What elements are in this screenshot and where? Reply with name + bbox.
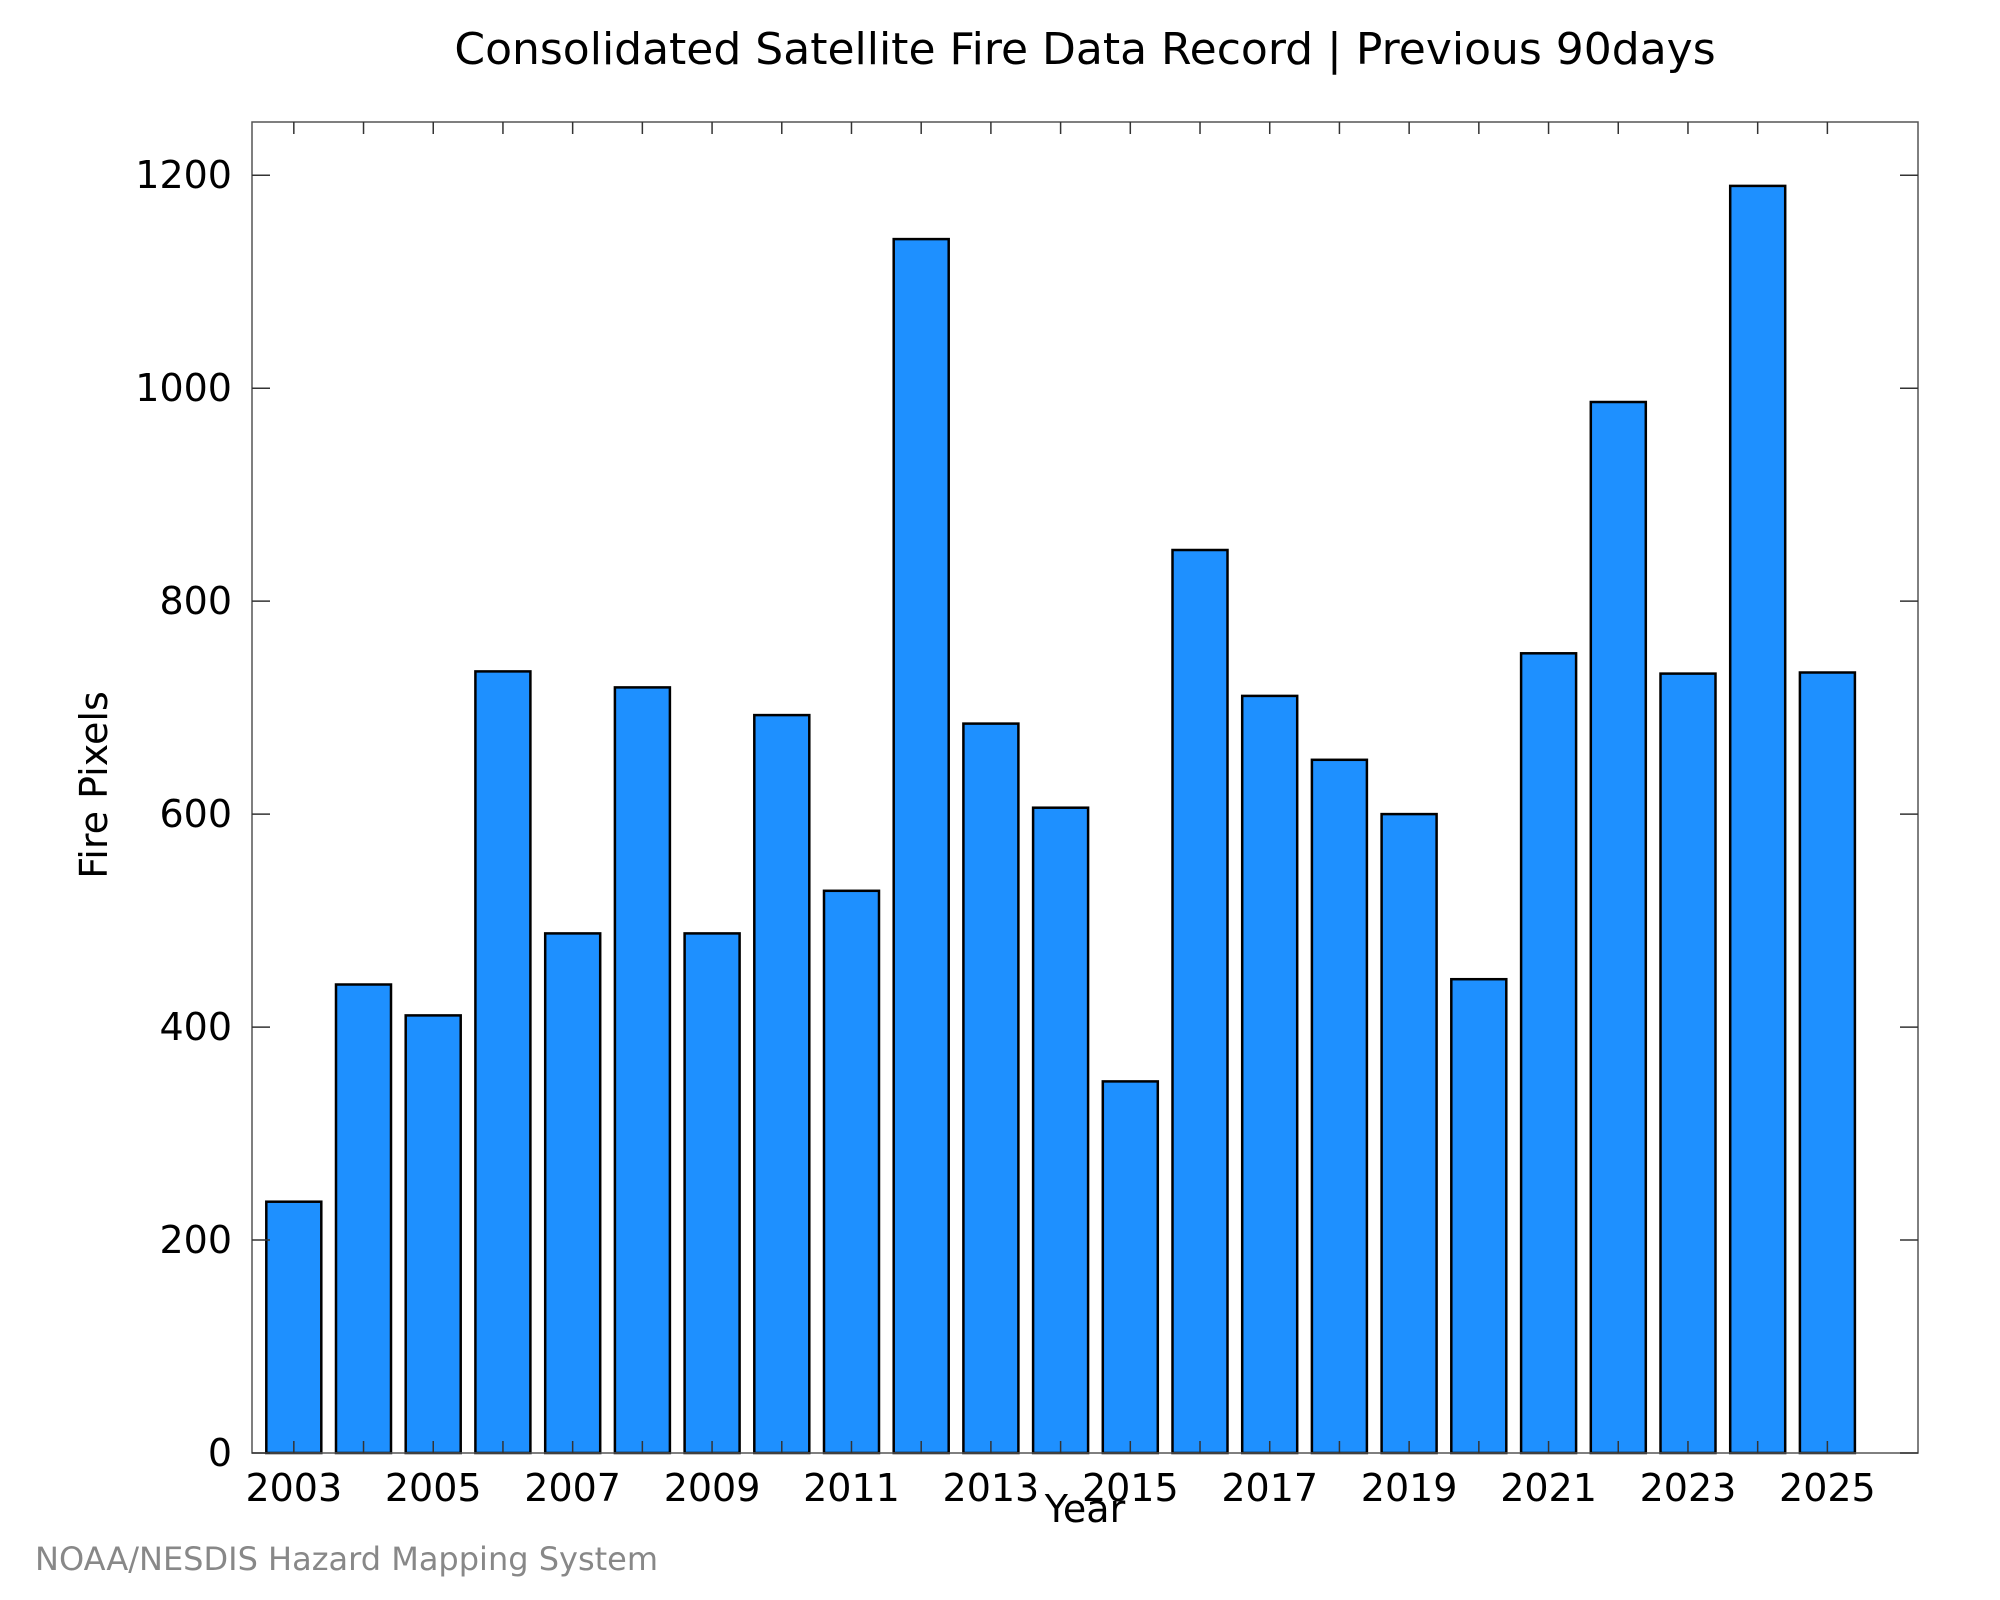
plot-frame [251, 121, 1919, 1454]
bar-2010 [753, 713, 811, 1455]
bar-2014 [1031, 806, 1090, 1455]
y-tick-label-0: 0 [208, 1431, 232, 1475]
x-tick-label-2009: 2009 [664, 1466, 761, 1510]
bar-2020 [1450, 977, 1508, 1455]
bar-2012 [892, 237, 950, 1455]
y-tick-label-1200: 1200 [135, 153, 232, 197]
axes-layer: 0 200 400 600 800 1000 1200 2003 2005 2007 2009 201… [135, 121, 1919, 1510]
x-tick-label-2025: 2025 [1779, 1466, 1876, 1510]
bar-2024 [1728, 184, 1787, 1455]
y-axis-label: Fire Pixels [72, 691, 116, 879]
bar-2013 [962, 722, 1020, 1455]
bar-2003 [265, 1200, 323, 1455]
credit-text: NOAA/NESDIS Hazard Mapping System [35, 1540, 658, 1578]
y-tick-label-600: 600 [159, 792, 232, 836]
y-tick-label-400: 400 [159, 1005, 232, 1049]
x-tick-label-2021: 2021 [1500, 1466, 1597, 1510]
bar-2015 [1101, 1080, 1160, 1455]
chart-title: Consolidated Satellite Fire Data Record … [454, 24, 1715, 75]
bar-2011 [822, 889, 881, 1455]
x-tick-label-2011: 2011 [803, 1466, 900, 1510]
bar-2018 [1310, 758, 1369, 1455]
x-tick-label-2023: 2023 [1640, 1466, 1737, 1510]
x-tick-label-2013: 2013 [943, 1466, 1040, 1510]
bar-2025 [1798, 671, 1857, 1455]
bar-2007 [543, 932, 602, 1455]
x-tick-label-2003: 2003 [245, 1466, 342, 1510]
bar-2008 [613, 686, 672, 1455]
bar-2022 [1589, 400, 1648, 1455]
bar-2006 [474, 670, 532, 1455]
x-tick-label-2015: 2015 [1082, 1466, 1179, 1510]
y-tick-label-800: 800 [159, 579, 232, 623]
bar-2016 [1171, 548, 1229, 1455]
bar-2004 [334, 983, 393, 1455]
y-tick-label-1000: 1000 [135, 366, 232, 410]
x-tick-label-2019: 2019 [1361, 1466, 1458, 1510]
bar-2021 [1519, 652, 1578, 1455]
bar-2017 [1240, 694, 1299, 1455]
x-axis-label: Year [1044, 1487, 1126, 1531]
y-tick-label-200: 200 [159, 1218, 232, 1262]
bar-2019 [1380, 812, 1438, 1455]
x-tick-label-2005: 2005 [385, 1466, 482, 1510]
bars-layer [265, 184, 1857, 1455]
x-tick-label-2017: 2017 [1221, 1466, 1318, 1510]
x-tick-label-2007: 2007 [524, 1466, 621, 1510]
bar-2023 [1659, 672, 1717, 1455]
bar-2005 [404, 1014, 462, 1455]
bar-2009 [683, 932, 741, 1455]
